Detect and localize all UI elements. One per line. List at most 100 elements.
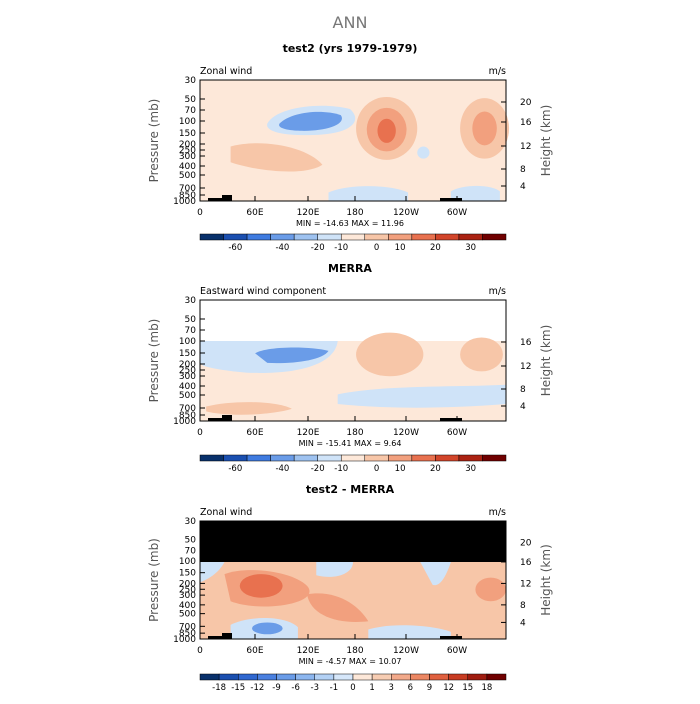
field-label: Eastward wind component <box>200 286 326 297</box>
colorbar-box <box>391 673 411 681</box>
colorbar-label: 30 <box>465 243 476 253</box>
xtick-label: 0 <box>197 208 203 218</box>
ytick-label: 500 <box>179 171 196 181</box>
colorbar-box <box>199 454 224 462</box>
colorbar-box <box>388 454 413 462</box>
field-region-blue-mid <box>255 347 329 364</box>
colorbar-box <box>317 454 342 462</box>
colorbar-label: 9 <box>427 683 432 693</box>
ytick-label: 400 <box>179 601 196 611</box>
colorbar-box <box>293 233 318 241</box>
colorbar-box <box>238 673 258 681</box>
colorbar-box <box>411 454 436 462</box>
topography-mark <box>208 198 230 201</box>
units-label: m/s <box>489 286 506 297</box>
colorbar-box <box>458 233 483 241</box>
y-axis-right-label: Height (km) <box>539 105 553 176</box>
ytick-label: 150 <box>179 569 196 579</box>
xtick-label: 120E <box>297 428 320 438</box>
field-label: Zonal wind <box>200 507 252 518</box>
xtick-label: 60E <box>246 646 263 656</box>
ytick-label: 100 <box>179 337 196 347</box>
panel-title: test2 - MERRA <box>306 483 395 496</box>
ytick-right-label: 8 <box>520 165 526 175</box>
ytick-label: 100 <box>179 557 196 567</box>
colorbar-label: 0 <box>350 683 355 693</box>
colorbar-box <box>364 454 389 462</box>
colorbar-box <box>270 454 295 462</box>
field-region-blue-mid-top <box>420 562 451 586</box>
colorbar-box <box>246 233 271 241</box>
panel-title: MERRA <box>328 262 372 275</box>
ytick-right-label: 8 <box>520 385 526 395</box>
colorbar-box <box>340 233 366 241</box>
colorbar-label: 1 <box>369 683 374 693</box>
ytick-right-label: 12 <box>520 579 531 589</box>
field-region-sh-light <box>230 143 323 172</box>
units-label: m/s <box>489 507 506 518</box>
colorbar-box <box>411 233 436 241</box>
colorbar-box <box>352 673 373 681</box>
xtick-label: 60E <box>246 208 263 218</box>
stats-text: MIN = -4.57 MAX = 10.07 <box>299 657 402 666</box>
topography-mark <box>440 418 462 421</box>
xtick-label: 60W <box>447 428 467 438</box>
ytick-label: 200 <box>179 579 196 589</box>
field-region-surface-blue <box>328 186 409 201</box>
colorbar-label: 15 <box>462 683 473 693</box>
y-axis-label: Pressure (mb) <box>147 319 161 403</box>
ytick-right-label: 8 <box>520 601 526 611</box>
field-region-warm-mid-2 <box>307 593 369 623</box>
field-region-jet-west-light <box>356 332 424 377</box>
ytick-label: 70 <box>185 546 197 556</box>
xtick-label: 0 <box>197 428 203 438</box>
colorbar-box <box>314 673 335 681</box>
colorbar-box <box>467 673 488 681</box>
field-region-blue-mid <box>279 111 342 131</box>
colorbar-label: -40 <box>275 464 289 474</box>
y-axis-label: Pressure (mb) <box>147 538 161 622</box>
xtick-label: 60W <box>447 208 467 218</box>
colorbar-label: -10 <box>334 243 348 253</box>
colorbar-label: -12 <box>250 683 264 693</box>
colorbar-box <box>482 233 507 241</box>
units-label: m/s <box>489 66 506 77</box>
colorbar-box <box>276 673 296 681</box>
ytick-label: 300 <box>179 152 196 162</box>
field-region-jet-west-core <box>377 118 396 143</box>
xtick-label: 60W <box>447 646 467 656</box>
figure-title: ANN <box>333 13 368 32</box>
xtick-label: 120W <box>393 428 419 438</box>
colorbar-label: 30 <box>465 464 476 474</box>
panel-1: test2 (yrs 1979-1979)Zonal wind m/s305070… <box>147 42 553 253</box>
xtick-label: 180 <box>346 208 363 218</box>
field-region-surface-blue <box>337 384 506 408</box>
colorbar-label: 12 <box>443 683 454 693</box>
topography-mark <box>440 636 462 639</box>
colorbar-box <box>199 673 220 681</box>
ytick-label: 1000 <box>173 197 196 207</box>
field-region-jet-east-light <box>460 337 503 372</box>
ytick-right-label: 12 <box>520 362 531 372</box>
y-axis-right-label: Height (km) <box>539 325 553 396</box>
ytick-label: 700 <box>179 184 196 194</box>
xtick-label: 180 <box>346 646 363 656</box>
ytick-label: 70 <box>185 326 197 336</box>
colorbar-label: 3 <box>389 683 394 693</box>
colorbar-box <box>388 233 413 241</box>
ytick-label: 200 <box>179 140 196 150</box>
colorbar-label: 18 <box>481 683 492 693</box>
ytick-right-label: 4 <box>520 618 526 628</box>
colorbar-box <box>448 673 468 681</box>
xtick-label: 120W <box>393 208 419 218</box>
ytick-label: 150 <box>179 129 196 139</box>
colorbar-box <box>295 673 315 681</box>
ytick-label: 30 <box>185 517 197 527</box>
ytick-label: 1000 <box>173 417 196 427</box>
colorbar-box <box>371 673 392 681</box>
colorbar-label: -9 <box>272 683 280 693</box>
colorbar-label: -15 <box>231 683 245 693</box>
xtick-label: 120E <box>297 208 320 218</box>
colorbar-label: -1 <box>330 683 338 693</box>
